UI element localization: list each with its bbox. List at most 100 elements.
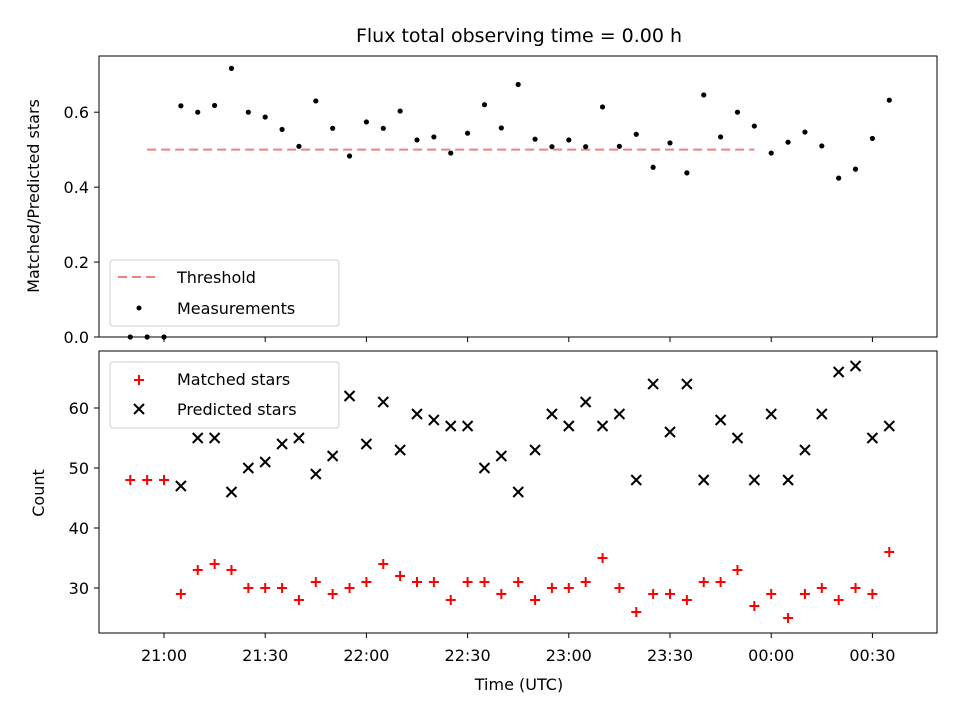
matched-star-point bbox=[277, 583, 288, 593]
matched-star-point bbox=[715, 577, 726, 587]
predicted-star-point bbox=[816, 408, 828, 420]
predicted-star-point bbox=[208, 432, 221, 444]
matched-star-point bbox=[648, 589, 659, 599]
matched-star-point bbox=[344, 583, 355, 593]
bottom-axis-ticks: 30 40 50 60 21:00 21:30 22:00 22:30 23:00 23:30 00… bbox=[69, 399, 896, 665]
bottom-y-axis-label: Count bbox=[29, 469, 48, 517]
x-tick-label: 22:00 bbox=[343, 646, 389, 665]
measurement-point bbox=[532, 136, 538, 142]
measurement-point bbox=[549, 144, 555, 150]
matched-star-point bbox=[563, 583, 574, 593]
top-plot-frame bbox=[98, 55, 938, 338]
predicted-star-point bbox=[799, 444, 811, 456]
predicted-star-point bbox=[512, 486, 524, 498]
x-tick-label: 21:30 bbox=[242, 646, 288, 665]
predicted-star-points bbox=[175, 360, 895, 498]
x-tick-label: 22:30 bbox=[445, 646, 491, 665]
measurement-point bbox=[667, 140, 673, 146]
legend-measurements-label: Measurements bbox=[177, 299, 295, 318]
predicted-star-point bbox=[698, 474, 710, 486]
predicted-star-point bbox=[832, 366, 845, 378]
predicted-star-point bbox=[445, 420, 457, 432]
measurement-point bbox=[785, 139, 791, 145]
legend-predicted-label: Predicted stars bbox=[177, 400, 297, 419]
measurement-point bbox=[802, 129, 808, 135]
top-y-tick-label: 0.4 bbox=[64, 178, 89, 197]
predicted-star-point bbox=[478, 462, 491, 474]
measurement-point bbox=[819, 143, 825, 149]
matched-star-point bbox=[850, 583, 861, 593]
matched-star-point bbox=[867, 589, 878, 599]
measurement-point bbox=[279, 126, 285, 133]
matched-star-point bbox=[884, 547, 895, 557]
predicted-star-point bbox=[242, 462, 255, 474]
bottom-y-tick-label: 40 bbox=[69, 519, 89, 538]
matched-star-point bbox=[412, 577, 422, 587]
legend-threshold-label: Threshold bbox=[176, 268, 256, 287]
matched-star-point bbox=[631, 607, 642, 617]
matched-star-point bbox=[614, 583, 625, 593]
measurement-point bbox=[498, 125, 504, 131]
top-panel: Flux total observing time = 0.00 h Match… bbox=[24, 25, 938, 347]
matched-star-point bbox=[530, 595, 541, 605]
predicted-star-point bbox=[411, 408, 423, 420]
measurement-point bbox=[195, 109, 201, 115]
x-tick-label: 23:30 bbox=[647, 646, 693, 665]
bottom-plot-frame bbox=[98, 350, 938, 634]
legend-measurements-swatch bbox=[136, 305, 142, 311]
predicted-star-point bbox=[175, 480, 187, 492]
matched-star-point bbox=[766, 589, 777, 599]
matched-star-point bbox=[479, 577, 490, 587]
bottom-y-tick-label: 60 bbox=[69, 399, 89, 418]
measurement-point bbox=[313, 98, 319, 104]
top-y-axis-label: Matched/Predicted stars bbox=[24, 99, 43, 293]
measurement-point bbox=[616, 143, 623, 149]
measurement-point bbox=[414, 137, 420, 143]
matched-star-point bbox=[226, 565, 237, 575]
measurement-point bbox=[515, 81, 521, 88]
predicted-star-point bbox=[664, 426, 676, 438]
predicted-star-point bbox=[731, 432, 744, 444]
measurement-point bbox=[599, 104, 606, 110]
measurement-point bbox=[448, 150, 454, 156]
matched-star-point bbox=[597, 553, 608, 563]
bottom-legend-box bbox=[109, 361, 340, 429]
matched-star-point bbox=[749, 601, 760, 611]
predicted-star-point bbox=[276, 438, 288, 450]
predicted-star-point bbox=[343, 390, 356, 402]
top-legend-box bbox=[109, 259, 340, 327]
predicted-star-point bbox=[714, 414, 727, 426]
predicted-star-point bbox=[225, 486, 238, 498]
measurement-point bbox=[380, 125, 386, 131]
top-chart-title: Flux total observing time = 0.00 h bbox=[356, 25, 682, 47]
matched-star-point bbox=[546, 583, 557, 593]
measurement-point bbox=[363, 119, 369, 125]
matched-star-point bbox=[243, 583, 254, 593]
top-axis-ticks: 0.0 0.2 0.4 0.6 bbox=[64, 103, 873, 347]
predicted-star-point bbox=[563, 420, 575, 432]
measurement-point bbox=[212, 102, 218, 109]
matched-star-point bbox=[378, 559, 389, 569]
matched-star-point bbox=[580, 577, 591, 587]
predicted-star-point bbox=[310, 468, 322, 480]
predicted-star-point bbox=[883, 420, 895, 432]
matched-star-points bbox=[125, 475, 895, 623]
measurement-point bbox=[566, 137, 572, 143]
predicted-star-point bbox=[579, 396, 592, 408]
matched-star-point bbox=[681, 595, 692, 605]
measurement-point bbox=[852, 166, 859, 172]
measurement-point bbox=[481, 102, 488, 108]
predicted-star-point bbox=[647, 378, 659, 390]
predicted-star-point bbox=[293, 432, 305, 444]
predicted-star-point bbox=[326, 450, 339, 462]
matched-star-point bbox=[310, 577, 321, 587]
predicted-star-point bbox=[596, 420, 609, 432]
measurement-point bbox=[734, 109, 741, 115]
matched-star-point bbox=[445, 595, 456, 605]
legend-predicted-swatch bbox=[133, 403, 145, 415]
predicted-star-point bbox=[259, 456, 271, 468]
predicted-star-point bbox=[782, 474, 794, 486]
predicted-star-point bbox=[630, 474, 642, 486]
matched-star-point bbox=[496, 589, 507, 599]
